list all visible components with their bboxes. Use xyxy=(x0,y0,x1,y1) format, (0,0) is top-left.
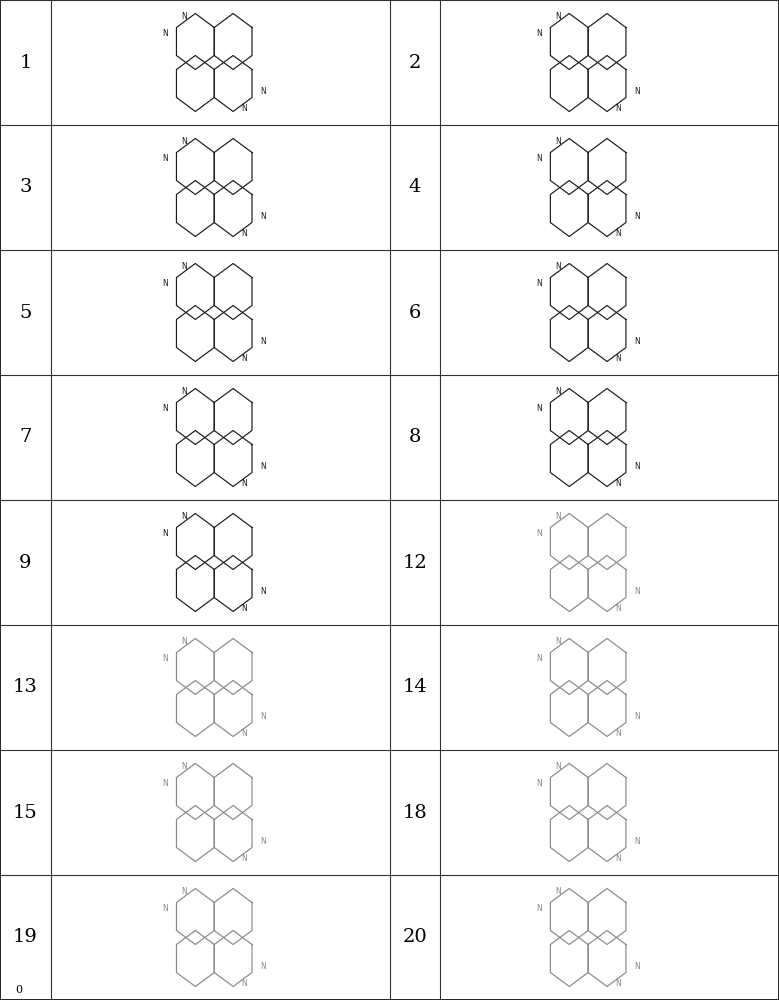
Text: N: N xyxy=(182,512,187,521)
Text: N: N xyxy=(182,12,187,21)
Text: N: N xyxy=(260,837,266,846)
Text: N: N xyxy=(162,904,168,913)
Text: N: N xyxy=(241,979,247,988)
Text: N: N xyxy=(260,87,266,96)
Text: N: N xyxy=(536,904,542,913)
Text: N: N xyxy=(162,154,168,163)
Text: N: N xyxy=(241,479,247,488)
Text: N: N xyxy=(260,212,266,221)
Text: N: N xyxy=(182,262,187,271)
Text: 2: 2 xyxy=(409,53,421,72)
Text: 3: 3 xyxy=(19,178,32,196)
Text: 12: 12 xyxy=(403,554,427,572)
Text: 0: 0 xyxy=(16,985,23,995)
Text: 9: 9 xyxy=(19,554,32,572)
Text: 5: 5 xyxy=(19,304,31,322)
Text: N: N xyxy=(241,104,247,113)
Text: N: N xyxy=(241,604,247,613)
Text: N: N xyxy=(634,712,640,721)
Text: N: N xyxy=(182,887,187,896)
Text: N: N xyxy=(555,387,561,396)
Text: N: N xyxy=(615,354,621,363)
Text: N: N xyxy=(615,604,621,613)
Text: N: N xyxy=(241,229,247,238)
Text: 6: 6 xyxy=(409,304,421,322)
Text: N: N xyxy=(182,137,187,146)
Text: N: N xyxy=(615,479,621,488)
Text: N: N xyxy=(555,137,561,146)
Text: N: N xyxy=(634,87,640,96)
Text: N: N xyxy=(634,462,640,471)
Text: N: N xyxy=(634,962,640,971)
Text: N: N xyxy=(260,587,266,596)
Text: N: N xyxy=(555,12,561,21)
Text: 1: 1 xyxy=(19,53,31,72)
Text: 14: 14 xyxy=(403,678,427,696)
Text: N: N xyxy=(162,404,168,413)
Text: N: N xyxy=(615,229,621,238)
Text: N: N xyxy=(555,762,561,771)
Text: N: N xyxy=(536,529,542,538)
Text: N: N xyxy=(634,587,640,596)
Text: 15: 15 xyxy=(13,804,37,822)
Text: N: N xyxy=(536,404,542,413)
Text: N: N xyxy=(241,354,247,363)
Text: N: N xyxy=(162,654,168,663)
Text: N: N xyxy=(241,729,247,738)
Text: N: N xyxy=(260,962,266,971)
Text: N: N xyxy=(182,387,187,396)
Text: N: N xyxy=(162,29,168,38)
Text: N: N xyxy=(615,104,621,113)
Text: 19: 19 xyxy=(13,928,37,946)
Text: 4: 4 xyxy=(409,178,421,196)
Text: N: N xyxy=(615,979,621,988)
Text: N: N xyxy=(182,637,187,646)
Text: N: N xyxy=(536,654,542,663)
Text: N: N xyxy=(182,762,187,771)
Text: N: N xyxy=(162,779,168,788)
Text: N: N xyxy=(634,837,640,846)
Text: N: N xyxy=(536,279,542,288)
Text: N: N xyxy=(536,779,542,788)
Text: N: N xyxy=(260,712,266,721)
Text: N: N xyxy=(241,854,247,863)
Text: N: N xyxy=(260,462,266,471)
Text: N: N xyxy=(536,29,542,38)
Text: N: N xyxy=(555,262,561,271)
Text: N: N xyxy=(555,887,561,896)
Text: N: N xyxy=(634,337,640,346)
Text: 18: 18 xyxy=(403,804,427,822)
Text: N: N xyxy=(634,212,640,221)
Text: N: N xyxy=(615,729,621,738)
Text: N: N xyxy=(162,279,168,288)
Text: 20: 20 xyxy=(403,928,427,946)
Text: 13: 13 xyxy=(13,678,37,696)
Text: 7: 7 xyxy=(19,428,31,446)
Text: 8: 8 xyxy=(409,428,421,446)
Text: N: N xyxy=(162,529,168,538)
Text: N: N xyxy=(260,337,266,346)
Text: N: N xyxy=(555,637,561,646)
Text: N: N xyxy=(555,512,561,521)
Text: N: N xyxy=(615,854,621,863)
Text: N: N xyxy=(536,154,542,163)
